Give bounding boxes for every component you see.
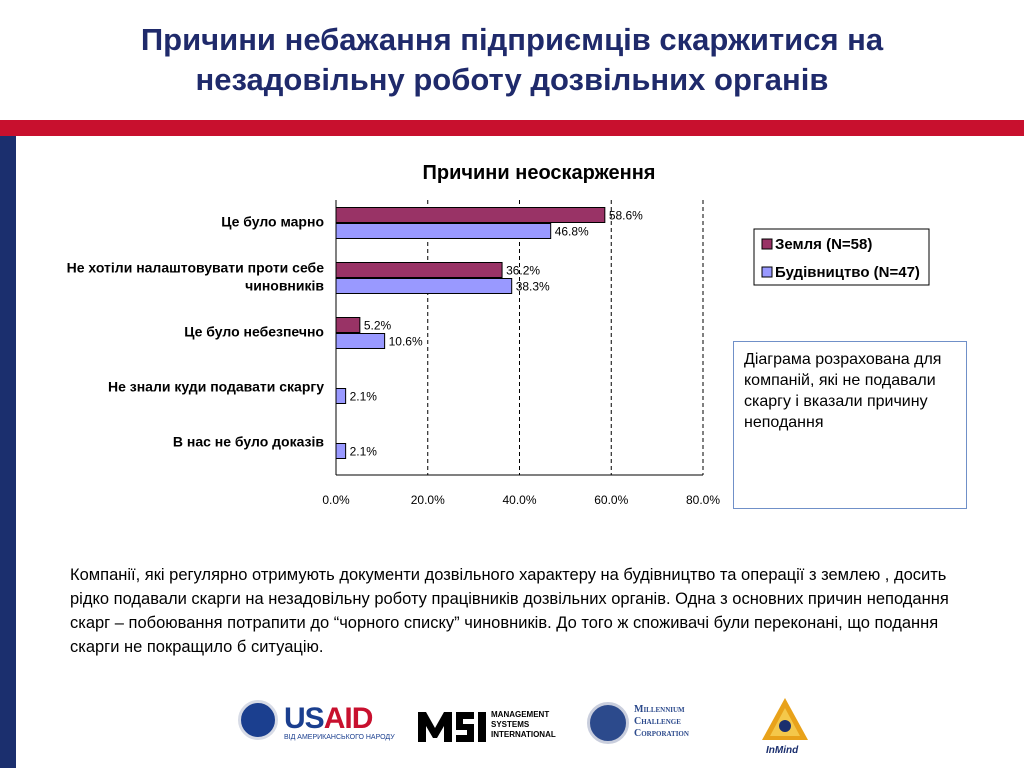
slide-title: Причини небажання підприємців скаржитися… bbox=[140, 22, 884, 97]
chart-note-box: Діаграма розрахована для компаній, які н… bbox=[733, 341, 967, 509]
chart-bar-labels: 58.6% 46.8% 36.2% 38.3% 5.2% 10.6% 2.1% 2.1% bbox=[350, 209, 644, 459]
chart-legend: Земля (N=58) Будівництво (N=47) bbox=[753, 228, 930, 286]
bar-value-label: 36.2% bbox=[506, 264, 540, 278]
legend-swatch bbox=[761, 266, 773, 278]
usaid-logo: USAID bbox=[284, 702, 373, 735]
chart-title: Причини неоскарження bbox=[423, 162, 656, 184]
bar bbox=[335, 223, 552, 239]
bar-value-label: 38.3% bbox=[516, 280, 550, 294]
left-accent-bar bbox=[0, 136, 16, 768]
category-label: В нас не було доказів bbox=[173, 434, 325, 450]
category-label: чиновників bbox=[245, 278, 324, 294]
mcc-logo-text: Millennium Challenge Corporation bbox=[634, 704, 689, 739]
x-tick-label: 60.0% bbox=[594, 493, 628, 507]
summary-paragraph: Компанії, які регулярно отримують докуме… bbox=[70, 566, 949, 656]
inmind-logo-text: InMind bbox=[766, 745, 799, 756]
x-tick-label: 40.0% bbox=[502, 493, 536, 507]
bar-value-label: 5.2% bbox=[364, 319, 392, 333]
category-label: Не хотіли налаштовувати проти себе bbox=[67, 260, 325, 276]
x-tick-label: 80.0% bbox=[686, 493, 720, 507]
bar-value-label: 2.1% bbox=[350, 390, 378, 404]
bar bbox=[335, 278, 513, 294]
partner-logos: USAID ВІД АМЕРИКАНСЬКОГО НАРОДУ MANAGEME… bbox=[0, 690, 1024, 768]
x-tick-label: 20.0% bbox=[411, 493, 445, 507]
category-label: Не знали куди подавати скаргу bbox=[108, 379, 324, 395]
category-label: Це було небезпечно bbox=[184, 324, 324, 340]
legend-frame bbox=[753, 228, 930, 286]
mcc-seal-icon bbox=[587, 702, 629, 744]
chart-x-tick-labels: 0.0% 20.0% 40.0% 60.0% 80.0% bbox=[322, 493, 720, 507]
bar bbox=[335, 333, 386, 349]
bar-value-label: 46.8% bbox=[555, 225, 589, 239]
bar bbox=[335, 443, 347, 459]
chart-category-labels: Це було марно Не хотіли налаштовувати про… bbox=[67, 214, 325, 450]
chart-bars bbox=[335, 207, 606, 459]
bar-value-label: 10.6% bbox=[389, 335, 423, 349]
usaid-seal-icon bbox=[238, 700, 278, 740]
bar-value-label: 2.1% bbox=[350, 445, 378, 459]
bar-value-label: 58.6% bbox=[609, 209, 643, 223]
legend-label: Будівництво (N=47) bbox=[775, 264, 920, 281]
bar bbox=[335, 262, 503, 278]
usaid-subtitle: ВІД АМЕРИКАНСЬКОГО НАРОДУ bbox=[284, 734, 395, 741]
legend-label: Земля (N=58) bbox=[775, 236, 872, 253]
bar bbox=[335, 207, 606, 223]
inmind-logo-icon bbox=[762, 698, 808, 740]
msi-logo-icon bbox=[418, 712, 486, 742]
bar bbox=[335, 317, 361, 333]
bar bbox=[335, 388, 347, 404]
legend-swatch bbox=[761, 238, 773, 250]
x-tick-label: 0.0% bbox=[322, 493, 350, 507]
msi-logo-text: MANAGEMENT SYSTEMS INTERNATIONAL bbox=[491, 710, 556, 739]
category-label: Це було марно bbox=[221, 214, 324, 230]
header-divider-band bbox=[0, 120, 1024, 136]
